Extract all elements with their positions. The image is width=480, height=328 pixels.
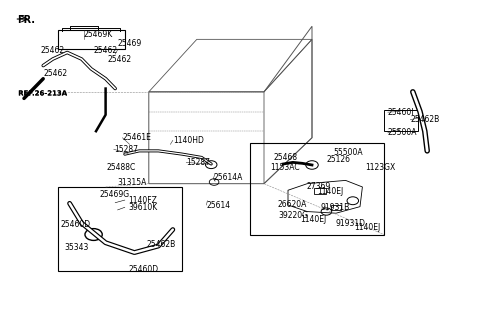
Text: 25469K: 25469K: [84, 30, 113, 39]
Text: 91931B: 91931B: [321, 203, 350, 212]
Text: REF.26-213A: REF.26-213A: [18, 91, 67, 96]
Text: 91931D: 91931D: [336, 219, 366, 228]
Text: 39610K: 39610K: [129, 203, 158, 212]
Text: 25614A: 25614A: [214, 173, 243, 182]
Text: 25468: 25468: [274, 153, 298, 162]
Text: 25460I: 25460I: [388, 108, 414, 117]
Bar: [331, 205, 341, 210]
Text: 55500A: 55500A: [334, 148, 363, 157]
Text: 25126: 25126: [326, 154, 350, 164]
Text: 39220G: 39220G: [278, 211, 308, 220]
Bar: [314, 188, 326, 194]
Bar: [250, 143, 384, 235]
Text: 25462B: 25462B: [410, 115, 440, 124]
Text: 25462: 25462: [41, 46, 65, 55]
Text: 27369: 27369: [306, 182, 331, 191]
Bar: [58, 30, 125, 49]
Text: 25460D: 25460D: [60, 220, 91, 229]
Text: 1140EJ: 1140EJ: [317, 187, 343, 196]
Text: FR.: FR.: [17, 15, 35, 25]
Text: 25462: 25462: [43, 69, 67, 78]
Text: 1123GX: 1123GX: [365, 163, 395, 173]
Text: 1140EJ: 1140EJ: [300, 215, 326, 224]
Text: 25469G: 25469G: [100, 190, 130, 199]
Text: 25461E: 25461E: [122, 133, 151, 142]
Text: 31315A: 31315A: [118, 177, 147, 187]
Bar: [58, 187, 182, 271]
Text: 25462: 25462: [94, 46, 118, 55]
Bar: [384, 110, 418, 131]
Text: 25614: 25614: [206, 200, 230, 210]
Text: 1140FZ: 1140FZ: [129, 195, 157, 205]
Text: 15287: 15287: [186, 158, 210, 167]
Text: 25462B: 25462B: [146, 240, 176, 249]
Text: 25462: 25462: [108, 54, 132, 64]
Text: 35343: 35343: [65, 243, 89, 252]
Text: 1153AC: 1153AC: [270, 163, 300, 173]
Text: 25460D: 25460D: [129, 265, 159, 274]
Text: 25469: 25469: [118, 39, 142, 48]
Text: 1140EJ: 1140EJ: [354, 223, 381, 233]
Text: 25488C: 25488C: [107, 163, 136, 173]
Text: 26620A: 26620A: [277, 199, 307, 209]
Text: 1140HD: 1140HD: [173, 136, 204, 145]
Text: 15287: 15287: [114, 145, 138, 154]
Text: 25500A: 25500A: [388, 128, 417, 137]
